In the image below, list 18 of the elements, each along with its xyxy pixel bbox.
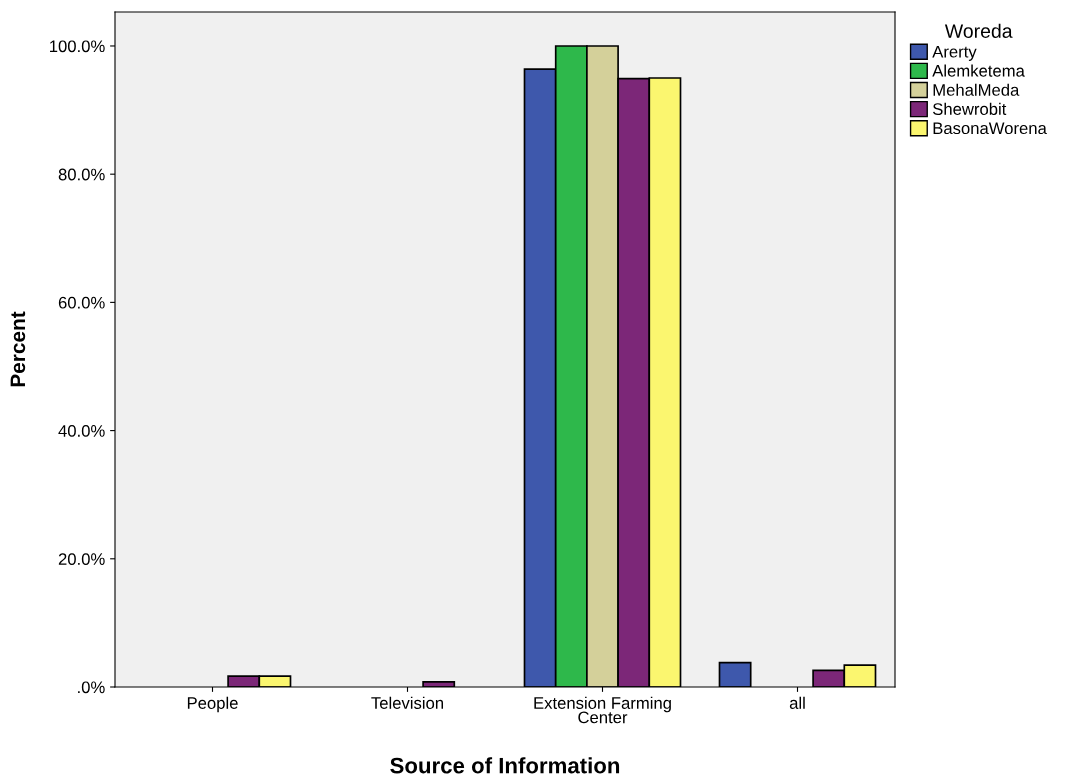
y-tick-label: 20.0%: [58, 553, 105, 565]
legend-title: Woreda: [944, 23, 1013, 38]
legend-label: Alemketema: [932, 64, 1025, 77]
legend-label: MehalMeda: [933, 83, 1020, 96]
x-axis-title: Source of Information: [390, 757, 620, 774]
legend-label: Shewrobit: [932, 102, 1007, 115]
x-tick-label: Extension Farming Center: [534, 696, 671, 724]
y-tick-label: 60.0%: [58, 296, 105, 309]
y-tick-label: 40.0%: [58, 424, 105, 437]
y-axis-title: Percent: [10, 311, 26, 387]
x-tick-label: all: [789, 696, 805, 709]
x-tick-label: People: [187, 696, 238, 713]
legend-label: Arerty: [932, 45, 977, 61]
legend-label: BasonaWorena: [933, 122, 1047, 135]
x-tick-label: Television: [371, 696, 444, 709]
y-tick-label: 100.0%: [50, 40, 105, 53]
y-tick-label: .0%: [78, 681, 105, 694]
y-tick-label: 80.0%: [58, 168, 105, 181]
